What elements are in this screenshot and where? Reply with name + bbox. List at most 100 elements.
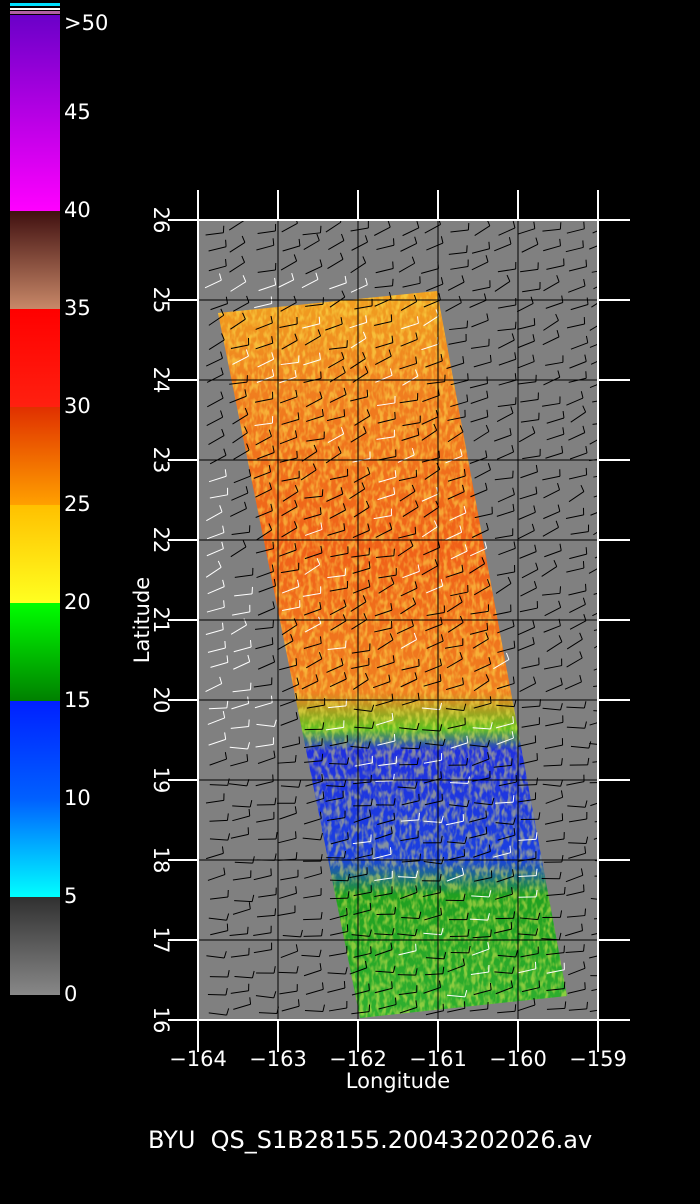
- barb-flag: [606, 502, 607, 509]
- barb-flag: [606, 793, 607, 800]
- barb-flag: [584, 222, 585, 229]
- barb-flag: [603, 315, 606, 322]
- x-axis-label: Longitude: [346, 1069, 450, 1093]
- y-tick-label: 24: [149, 367, 173, 394]
- barb-flag: [272, 637, 273, 644]
- barb-flag: [604, 291, 607, 297]
- barb-flag: [390, 847, 391, 854]
- x-tick-label: −162: [329, 1047, 387, 1071]
- barb-flag: [490, 983, 491, 990]
- colorbar-tick-label: 45: [64, 100, 91, 124]
- colorbar-tick-label: 35: [64, 296, 91, 320]
- barb-flag: [296, 831, 297, 838]
- barb-shaft: [330, 898, 348, 899]
- barb-flag: [564, 887, 565, 894]
- barb-flag: [602, 558, 604, 565]
- colorbar-tick-label: 5: [64, 884, 77, 908]
- barb-flag: [224, 600, 225, 607]
- barb-flag: [250, 640, 251, 647]
- barb-flag: [607, 739, 609, 746]
- barb-flag: [609, 544, 611, 551]
- y-tick-label: 18: [149, 847, 173, 874]
- barb-flag: [247, 754, 248, 761]
- barb-flag: [347, 908, 348, 915]
- colorbar: [10, 15, 60, 995]
- barb-flag: [585, 909, 586, 916]
- barb-flag: [609, 894, 611, 901]
- barb-flag: [248, 927, 249, 934]
- colorbar-tick-label: 30: [64, 394, 91, 418]
- barb-flag: [226, 259, 227, 266]
- barb-flag: [419, 813, 420, 820]
- barb-shaft: [519, 785, 537, 786]
- barb-flag: [468, 373, 469, 380]
- barb-flag: [369, 983, 370, 990]
- barb-flag: [611, 705, 613, 712]
- y-tick-label: 16: [149, 1007, 173, 1034]
- barb-flag: [603, 429, 605, 436]
- barb-shaft: [401, 748, 419, 749]
- x-tick-label: −161: [409, 1047, 467, 1071]
- y-tick-label: 23: [149, 447, 173, 474]
- y-axis-label: Latitude: [130, 577, 154, 663]
- barb-flag: [609, 657, 610, 664]
- barb-flag: [586, 260, 587, 267]
- barb-shaft: [303, 919, 321, 920]
- barb-flag: [586, 547, 587, 554]
- barb-flag: [489, 242, 490, 249]
- barb-flag: [606, 632, 609, 638]
- barb-flag: [273, 542, 274, 549]
- barb-flag: [608, 969, 609, 976]
- barb-flag: [392, 981, 393, 988]
- x-tick-label: −159: [569, 1047, 627, 1071]
- barb-flag: [249, 809, 250, 816]
- barb-flag: [605, 236, 606, 243]
- barb-flag: [613, 856, 615, 863]
- barb-flag: [584, 944, 585, 951]
- barb-flag: [513, 716, 514, 723]
- barb-flag: [510, 846, 511, 853]
- barb-flag: [441, 771, 442, 778]
- barb-flag: [370, 903, 371, 910]
- barb-flag: [610, 485, 611, 492]
- barb-flag: [612, 911, 613, 918]
- barb-flag: [486, 827, 487, 834]
- barb-flag: [608, 775, 609, 782]
- barb-flag: [606, 519, 609, 525]
- barb-flag: [223, 623, 224, 630]
- y-tick-label: 19: [149, 767, 173, 794]
- barb-flag: [606, 713, 607, 720]
- colorbar-tick-label: 15: [64, 688, 91, 712]
- barb-flag: [606, 350, 608, 357]
- barb-flag: [515, 1004, 516, 1011]
- colorbar-tick-label: 40: [64, 198, 91, 222]
- barb-flag: [607, 274, 609, 281]
- barb-shaft: [279, 972, 297, 973]
- barb-flag: [225, 641, 226, 648]
- x-tick-label: −160: [489, 1047, 547, 1071]
- barb-flag: [273, 238, 274, 245]
- y-tick-label: 17: [149, 927, 173, 954]
- y-tick-label: 20: [149, 687, 173, 714]
- barb-flag: [514, 641, 515, 648]
- footer: BYU QS_S1B28155.20043202026.av: [148, 1126, 592, 1154]
- colorbar-cap: [10, 8, 60, 10]
- y-tick-label: 26: [149, 207, 173, 234]
- colorbar-tick-label: 0: [64, 982, 77, 1006]
- colorbar-tick-label: >50: [64, 11, 108, 35]
- barb-shaft: [304, 936, 322, 937]
- barb-flag: [344, 409, 345, 416]
- barb-flag: [486, 811, 487, 818]
- y-tick-label: 25: [149, 287, 173, 314]
- barb-shaft: [208, 994, 226, 995]
- barb-flag: [439, 451, 440, 458]
- barb-flag: [275, 908, 276, 915]
- barb-shaft: [398, 975, 416, 976]
- colorbar-cap: [10, 3, 60, 6]
- barb-flag: [611, 583, 612, 590]
- barb-flag: [296, 658, 297, 665]
- barb-flag: [322, 754, 323, 761]
- colorbar-tick-label: 25: [64, 492, 91, 516]
